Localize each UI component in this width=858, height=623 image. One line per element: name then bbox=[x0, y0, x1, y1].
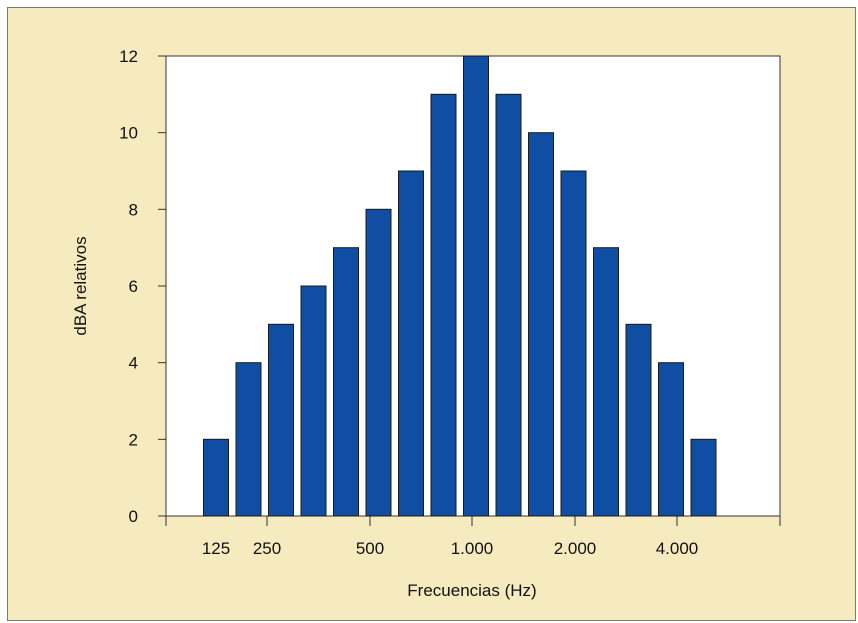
bar bbox=[398, 170, 424, 517]
y-axis-title: dBA relativos bbox=[71, 236, 90, 335]
bar bbox=[495, 93, 522, 517]
x-tick-label: 500 bbox=[356, 539, 384, 558]
y-tick-label: 8 bbox=[129, 200, 138, 219]
x-tick-label: 2.000 bbox=[554, 539, 597, 558]
x-axis-title: Frecuencias (Hz) bbox=[407, 581, 536, 600]
bar bbox=[690, 438, 717, 517]
x-tick-label: 4.000 bbox=[656, 539, 699, 558]
bar bbox=[560, 170, 587, 517]
x-tick-label: 250 bbox=[253, 539, 281, 558]
bar bbox=[268, 323, 294, 517]
bar bbox=[430, 93, 457, 517]
bar bbox=[235, 362, 262, 517]
x-axis: 125 250 500 1.000 2.000 4.000 bbox=[165, 516, 781, 558]
bar bbox=[463, 55, 489, 517]
bar bbox=[593, 247, 619, 517]
bar bbox=[300, 285, 327, 517]
y-tick-label: 12 bbox=[119, 47, 138, 66]
y-tick-label: 10 bbox=[119, 124, 138, 143]
y-tick-label: 4 bbox=[129, 354, 138, 373]
y-tick-label: 2 bbox=[129, 430, 138, 449]
y-tick-label: 6 bbox=[129, 277, 138, 296]
bars bbox=[203, 55, 717, 517]
bar bbox=[333, 247, 359, 517]
bar bbox=[203, 438, 229, 517]
bar bbox=[365, 208, 392, 517]
y-tick-label: 0 bbox=[129, 507, 138, 526]
x-tick-label: 1.000 bbox=[451, 539, 494, 558]
bar bbox=[658, 362, 684, 517]
bar bbox=[625, 323, 652, 517]
bar bbox=[528, 132, 554, 517]
y-axis: 0 2 4 6 8 10 12 bbox=[119, 47, 166, 526]
x-tick-label: 125 bbox=[202, 539, 230, 558]
